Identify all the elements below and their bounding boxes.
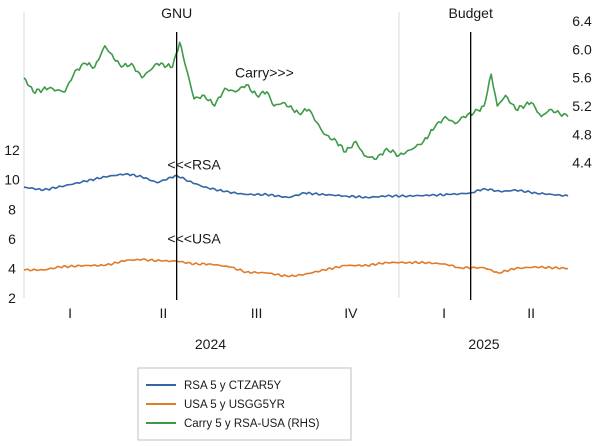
y-right-tick-label: 4.8 [572, 126, 592, 142]
gridlines [23, 12, 400, 298]
x-quarter-label: IV [344, 305, 358, 321]
x-quarter-label: I [68, 305, 72, 321]
x-quarter-label: I [442, 305, 446, 321]
y-right-tick-label: 6.0 [572, 41, 592, 57]
legend-label: RSA 5 y CTZAR5Y [184, 380, 281, 392]
y-left-tick-label: 4 [8, 260, 16, 276]
annotation: Carry>>> [235, 65, 294, 81]
event-label: GNU [161, 5, 192, 21]
y-left-tick-label: 8 [8, 201, 16, 217]
x-quarter-label: II [159, 305, 167, 321]
series-line-2 [23, 258, 569, 278]
y-right-tick-label: 5.6 [572, 70, 592, 86]
y-right-tick-label: 5.2 [572, 98, 592, 114]
y-right-tick-label: 4.4 [572, 155, 592, 171]
series-line-3 [23, 41, 569, 160]
x-year-label: 2025 [468, 336, 499, 352]
x-year-label: 2024 [195, 336, 226, 352]
y-left-tick-label: 2 [8, 290, 16, 306]
legend: RSA 5 y CTZAR5Y USA 5 y USGG5YR Carry 5 y … [137, 367, 352, 441]
y-left-tick-label: 10 [4, 172, 20, 188]
x-quarter-label: III [251, 305, 263, 321]
annotation: <<<USA [167, 230, 221, 246]
annotation: <<<RSA [167, 156, 221, 172]
series-line-1 [23, 173, 569, 199]
y-right-tick-label: 6.4 [572, 13, 592, 29]
legend-label: Carry 5 y RSA-USA (RHS) [184, 418, 320, 430]
event-lines [175, 32, 472, 300]
y-left-tick-label: 12 [4, 142, 20, 158]
y-left-tick-label: 6 [8, 231, 16, 247]
legend-label: USA 5 y USGG5YR [184, 399, 285, 411]
series-layer [23, 41, 569, 278]
x-quarter-label: II [527, 305, 535, 321]
event-label: Budget [448, 5, 492, 21]
